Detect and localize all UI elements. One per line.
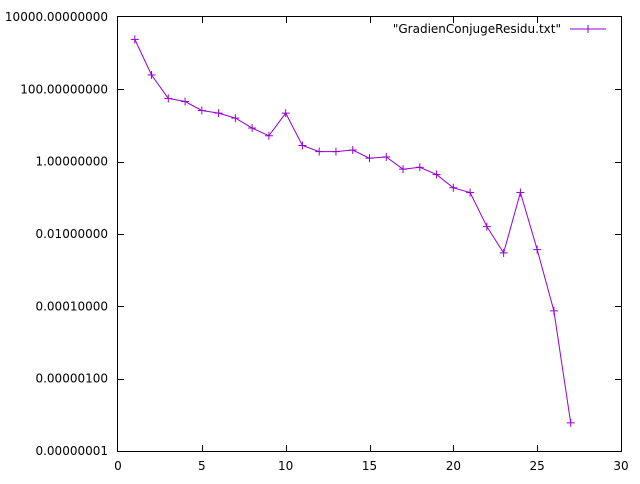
data-point-marker xyxy=(164,94,173,103)
series-line xyxy=(134,39,572,423)
data-point-marker xyxy=(399,165,408,174)
x-tick-label: 0 xyxy=(114,459,122,473)
data-point-marker xyxy=(315,147,324,156)
data-point-marker xyxy=(449,183,458,192)
data-point-marker xyxy=(147,70,156,79)
data-point-marker xyxy=(298,141,307,150)
legend-marker-plus xyxy=(584,25,592,33)
y-tick-label: 0.01000000 xyxy=(35,227,108,241)
legend: "GradienConjugeResidu.txt" xyxy=(393,22,606,36)
y-tick-label: 0.00000001 xyxy=(35,444,108,458)
data-point-marker xyxy=(281,109,290,118)
data-point-marker xyxy=(466,188,475,197)
plot-frame xyxy=(117,16,622,452)
data-point-marker xyxy=(231,114,240,123)
data-point-marker xyxy=(365,154,374,163)
data-point-marker xyxy=(214,109,223,118)
data-point-marker xyxy=(130,35,139,44)
data-point-marker xyxy=(382,152,391,161)
axis-ticks: 0 5 10 15 20 25 30 10000.00000000 100.00000000 1.… xyxy=(5,10,629,473)
data-point-marker xyxy=(482,222,491,231)
data-point-marker xyxy=(432,170,441,179)
data-point-marker xyxy=(348,146,357,155)
data-point-marker xyxy=(248,124,257,133)
y-tick-label: 1.00000000 xyxy=(35,155,108,169)
data-point-marker xyxy=(264,131,273,140)
y-tick-label: 10000.00000000 xyxy=(5,10,108,24)
x-tick-label: 25 xyxy=(530,459,545,473)
series-layer xyxy=(130,35,575,427)
x-tick-label: 10 xyxy=(278,459,293,473)
legend-label: "GradienConjugeResidu.txt" xyxy=(393,22,561,36)
x-tick-label: 30 xyxy=(613,459,628,473)
y-tick-label: 0.00010000 xyxy=(35,299,108,313)
data-point-marker xyxy=(331,147,340,156)
data-point-marker xyxy=(516,188,525,197)
x-tick-label: 15 xyxy=(362,459,377,473)
x-tick-label: 5 xyxy=(198,459,206,473)
y-tick-label: 0.00000100 xyxy=(35,372,108,386)
data-point-marker xyxy=(499,248,508,257)
legend-plus-marker xyxy=(584,25,592,33)
data-point-marker xyxy=(533,245,542,254)
data-point-marker xyxy=(549,306,558,315)
data-point-marker xyxy=(197,106,206,115)
data-point-marker xyxy=(415,163,424,172)
x-tick-label: 20 xyxy=(446,459,461,473)
data-point-marker xyxy=(181,97,190,106)
data-point-marker xyxy=(566,418,575,427)
y-tick-label: 100.00000000 xyxy=(20,82,108,96)
